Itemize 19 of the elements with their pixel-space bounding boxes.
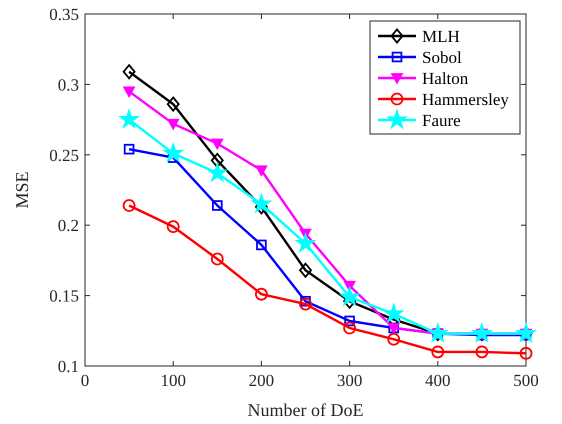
y-tick-label: 0.25 — [49, 146, 79, 165]
y-axis-title: MSE — [12, 171, 32, 209]
y-tick-label: 0.3 — [58, 75, 79, 94]
y-tick-label: 0.35 — [49, 5, 79, 24]
x-axis-title: Number of DoE — [248, 400, 364, 420]
legend-label: MLH — [422, 27, 460, 46]
legend-label: Hammersley — [422, 90, 510, 109]
x-tick-label: 300 — [336, 371, 362, 390]
y-tick-label: 0.2 — [58, 216, 79, 236]
y-tick-label: 0.1 — [58, 357, 79, 376]
legend-label: Sobol — [422, 48, 462, 67]
legend-label: Faure — [422, 111, 461, 130]
x-tick-label: 500 — [513, 371, 539, 390]
x-tick-label: 400 — [425, 371, 451, 390]
x-tick-label: 100 — [160, 371, 186, 390]
y-tick-label: 0.15 — [49, 286, 79, 306]
legend-label: Halton — [422, 69, 469, 88]
x-tick-label: 0 — [80, 371, 90, 390]
x-tick-label: 200 — [248, 371, 274, 390]
